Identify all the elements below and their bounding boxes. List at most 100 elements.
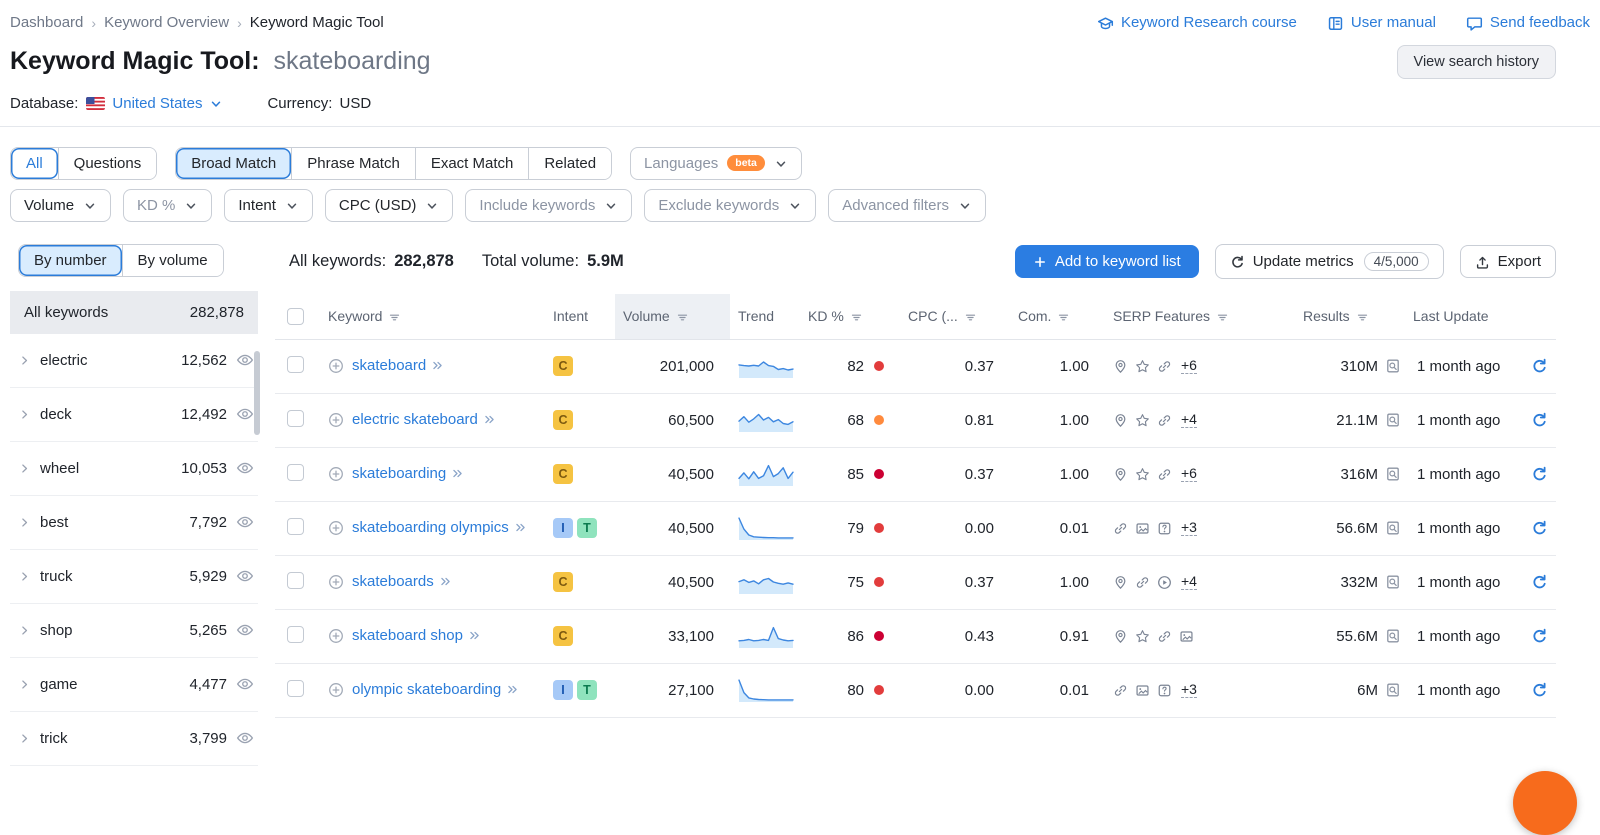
serp-more-link[interactable]: +4 (1181, 410, 1197, 429)
column-header-keyword[interactable]: Keyword (320, 294, 545, 339)
tab-all[interactable]: All (11, 147, 58, 179)
sidebar-group-game[interactable]: game 4,477 (10, 658, 258, 712)
feedback-link[interactable]: Send feedback (1466, 14, 1590, 32)
course-link[interactable]: Keyword Research course (1097, 14, 1297, 32)
sidebar-group-electric[interactable]: electric 12,562 (10, 334, 258, 388)
sidebar-group-wheel[interactable]: wheel 10,053 (10, 442, 258, 496)
keyword-link[interactable]: electric skateboard (352, 410, 478, 428)
filter-advanced-filters-dropdown[interactable]: Advanced filters (828, 188, 986, 222)
column-header-com[interactable]: Com. (1010, 294, 1105, 339)
breadcrumb-item-dashboard[interactable]: Dashboard (10, 14, 84, 32)
add-keyword-icon[interactable] (328, 412, 344, 428)
refresh-metrics-icon[interactable] (1531, 682, 1548, 699)
filter-kd-%-dropdown[interactable]: KD % (123, 188, 213, 222)
eye-icon[interactable] (236, 351, 254, 369)
keyword-link[interactable]: skateboarding olympics (352, 518, 509, 536)
export-button[interactable]: Export (1459, 245, 1556, 279)
sidebar-toggle-by-number[interactable]: By number (19, 244, 122, 276)
filter-include-keywords-dropdown[interactable]: Include keywords (465, 188, 633, 222)
column-header-results[interactable]: Results (1295, 294, 1405, 339)
column-header-serp[interactable]: SERP Features (1105, 294, 1295, 339)
row-checkbox[interactable] (275, 571, 320, 593)
languages-dropdown[interactable]: Languages beta (630, 146, 802, 180)
serp-more-link[interactable]: +6 (1181, 464, 1197, 483)
serp-more-link[interactable]: +3 (1181, 518, 1197, 537)
tab-broad-match[interactable]: Broad Match (176, 147, 292, 179)
expand-keyword-icon[interactable] (431, 357, 444, 374)
filter-volume-dropdown[interactable]: Volume (10, 188, 112, 222)
expand-keyword-icon[interactable] (439, 573, 452, 590)
serp-preview-icon[interactable] (1385, 412, 1401, 428)
column-header-kd[interactable]: KD % (800, 294, 900, 339)
eye-icon[interactable] (236, 621, 254, 639)
refresh-metrics-icon[interactable] (1531, 520, 1548, 537)
expand-keyword-icon[interactable] (468, 627, 481, 644)
eye-icon[interactable] (236, 459, 254, 477)
filter-exclude-keywords-dropdown[interactable]: Exclude keywords (644, 188, 817, 222)
tab-phrase-match[interactable]: Phrase Match (291, 147, 415, 179)
refresh-metrics-icon[interactable] (1531, 358, 1548, 375)
sidebar-scrollbar[interactable] (254, 350, 260, 435)
view-search-history-button[interactable]: View search history (1396, 44, 1556, 79)
tab-questions[interactable]: Questions (57, 147, 157, 179)
manual-link[interactable]: User manual (1327, 14, 1436, 32)
serp-preview-icon[interactable] (1385, 682, 1401, 698)
serp-more-link[interactable]: +4 (1181, 572, 1197, 591)
serp-preview-icon[interactable] (1385, 466, 1401, 482)
column-header-volume[interactable]: Volume (615, 293, 730, 339)
eye-icon[interactable] (236, 675, 254, 693)
add-keyword-icon[interactable] (328, 520, 344, 536)
eye-icon[interactable] (236, 567, 254, 585)
serp-preview-icon[interactable] (1385, 628, 1401, 644)
chat-widget-button[interactable] (1513, 771, 1577, 835)
row-checkbox[interactable] (275, 517, 320, 539)
sidebar-group-deck[interactable]: deck 12,492 (10, 388, 258, 442)
sidebar-group-trick[interactable]: trick 3,799 (10, 712, 258, 766)
eye-icon[interactable] (236, 513, 254, 531)
column-header-intent[interactable]: Intent (553, 308, 589, 325)
column-header-last_update[interactable]: Last Update (1413, 308, 1489, 325)
select-all-checkbox[interactable] (275, 294, 320, 339)
filter-intent-dropdown[interactable]: Intent (224, 188, 313, 222)
row-checkbox[interactable] (275, 409, 320, 431)
serp-preview-icon[interactable] (1385, 574, 1401, 590)
update-metrics-button[interactable]: Update metrics 4/5,000 (1214, 244, 1444, 280)
add-keyword-icon[interactable] (328, 358, 344, 374)
sidebar-group-shop[interactable]: shop 5,265 (10, 604, 258, 658)
keyword-link[interactable]: skateboards (352, 572, 434, 590)
row-checkbox[interactable] (275, 625, 320, 647)
serp-more-link[interactable]: +6 (1181, 356, 1197, 375)
breadcrumb-item-keyword-overview[interactable]: Keyword Overview (104, 14, 230, 32)
refresh-metrics-icon[interactable] (1531, 628, 1548, 645)
database-select[interactable]: United States (86, 95, 223, 112)
expand-keyword-icon[interactable] (514, 519, 527, 536)
expand-keyword-icon[interactable] (506, 681, 519, 698)
add-keyword-icon[interactable] (328, 466, 344, 482)
column-header-trend[interactable]: Trend (738, 308, 775, 325)
keyword-link[interactable]: skateboarding (352, 464, 447, 482)
sidebar-all-keywords[interactable]: All keywords 282,878 (10, 290, 258, 334)
row-checkbox[interactable] (275, 355, 320, 377)
sidebar-group-best[interactable]: best 7,792 (10, 496, 258, 550)
expand-keyword-icon[interactable] (451, 465, 464, 482)
row-checkbox[interactable] (275, 463, 320, 485)
filter-cpc-usd--dropdown[interactable]: CPC (USD) (324, 188, 454, 222)
add-to-keyword-list-button[interactable]: Add to keyword list (1014, 245, 1199, 279)
eye-icon[interactable] (236, 405, 254, 423)
tab-related[interactable]: Related (528, 147, 612, 179)
keyword-link[interactable]: olympic skateboarding (352, 680, 502, 698)
keyword-link[interactable]: skateboard shop (352, 626, 463, 644)
sidebar-group-truck[interactable]: truck 5,929 (10, 550, 258, 604)
refresh-metrics-icon[interactable] (1531, 412, 1548, 429)
serp-preview-icon[interactable] (1385, 358, 1401, 374)
add-keyword-icon[interactable] (328, 574, 344, 590)
refresh-metrics-icon[interactable] (1531, 466, 1548, 483)
sidebar-toggle-by-volume[interactable]: By volume (121, 244, 223, 276)
add-keyword-icon[interactable] (328, 628, 344, 644)
eye-icon[interactable] (236, 729, 254, 747)
row-checkbox[interactable] (275, 679, 320, 701)
serp-preview-icon[interactable] (1385, 520, 1401, 536)
tab-exact-match[interactable]: Exact Match (414, 147, 529, 179)
refresh-metrics-icon[interactable] (1531, 574, 1548, 591)
column-header-cpc[interactable]: CPC (... (900, 294, 1010, 339)
